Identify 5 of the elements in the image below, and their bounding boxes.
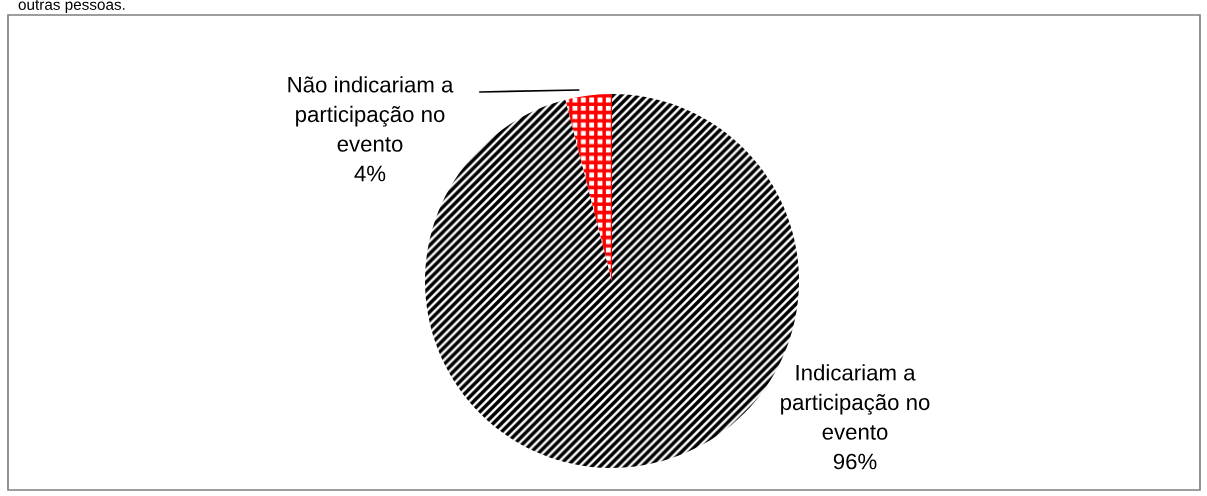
text: outras pessoas. bbox=[18, 0, 125, 13]
data-label: 96% bbox=[833, 453, 877, 470]
data-label: 4% bbox=[354, 165, 386, 182]
slice-label: Não indicariam a participação no evento bbox=[288, 76, 454, 152]
slice-label: Indicariam a participação no evento bbox=[781, 364, 930, 440]
